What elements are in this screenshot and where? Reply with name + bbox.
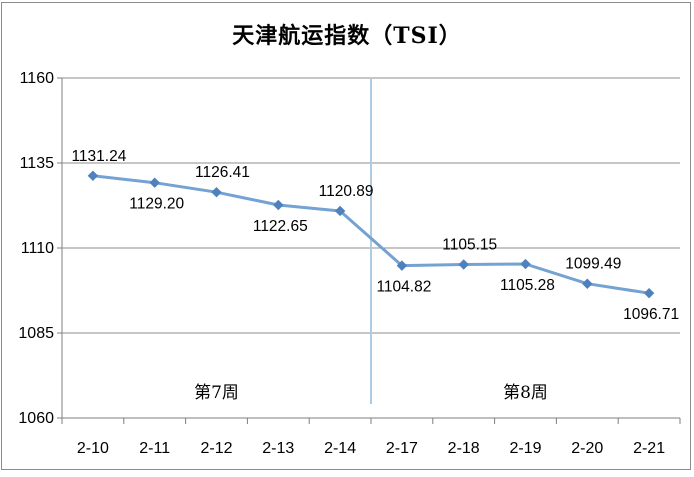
data-point-marker-2-13 [273,199,284,211]
x-tick-label-2-14: 2-14 [324,440,356,457]
series-line-tsi [91,174,651,295]
y-tick-label-1135: 1135 [20,155,55,172]
y-tick-label-1060: 1060 [18,410,54,427]
y-tick-label-1085: 1085 [18,325,54,342]
chart-title: 天津航运指数（TSI） [232,23,462,49]
data-point-marker-2-17 [396,260,408,271]
x-tick-label-2-18: 2-18 [448,440,480,457]
data-point-marker-2-10 [87,170,99,181]
data-point-label-2-18: 1105.15 [442,236,497,253]
data-point-marker-2-19 [520,258,531,270]
data-point-marker-2-18 [458,259,469,270]
data-point-marker-2-11 [149,177,160,188]
data-point-label-2-11: 1129.20 [129,196,184,213]
x-tick-label-2-21: 2-21 [633,440,665,457]
x-tick-label-2-11: 2-11 [139,440,170,457]
data-point-marker-2-14 [334,205,346,217]
x-tick-label-2-10: 2-10 [77,440,109,457]
data-point-marker-2-20 [582,278,593,289]
data-point-label-2-14: 1120.89 [319,183,374,200]
data-point-label-2-21: 1096.71 [623,306,679,323]
data-point-label-2-10: 1131.24 [71,148,126,165]
data-point-label-2-13: 1122.65 [253,218,308,235]
x-tick-label-2-13: 2-13 [262,440,294,457]
data-point-label-2-20: 1099.49 [565,256,621,273]
data-point-label-2-12: 1126.41 [195,164,250,181]
x-tick-label-2-12: 2-12 [200,440,232,457]
x-tick-label-2-19: 2-19 [509,440,541,457]
week-annotation-2: 第8周 [503,383,548,403]
x-tick-label-2-17: 2-17 [386,440,418,457]
x-tick-label-2-20: 2-20 [571,440,603,457]
data-point-marker-2-12 [211,186,222,198]
chart-border-frame [1,2,691,470]
y-tick-label-1160: 1160 [20,70,55,87]
data-point-label-2-17: 1104.82 [376,279,431,296]
data-point-label-2-19: 1105.28 [500,277,555,294]
y-tick-label-1110: 1110 [21,240,54,257]
data-point-marker-2-21 [643,287,655,299]
week-annotation-1: 第7周 [194,383,239,403]
